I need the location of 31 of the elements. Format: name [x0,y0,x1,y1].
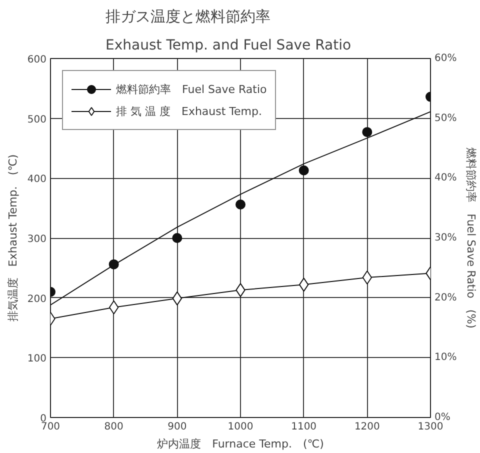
y-tick-label: 300 [27,234,47,245]
legend-label: 排 気 温 度 Exhaust Temp. [116,104,262,118]
x-tick-label: 700 [40,422,60,432]
point [236,200,246,210]
point [298,165,309,176]
y2-tick-label: 30% [434,232,457,244]
chart-subtitle: Exhaust Temp. and Fuel Save Ratio [106,38,352,54]
y2-tick-label: 40% [434,172,457,184]
y2-tick-label: 20% [434,292,457,304]
x-tick-label: 900 [168,422,187,432]
x-tick-label: 1300 [418,422,444,432]
y2-axis-title: 燃料節約率 Fuel Save Ratio (%) [464,148,478,328]
x-tick-label: 1200 [354,422,380,432]
legend-label: 燃料節約率 Fuel Save Ratio [116,82,267,96]
y2-tick-label: 50% [434,112,457,124]
y-tick-label: 600 [27,54,47,66]
point [362,127,372,138]
y-tick-label: 200 [27,294,47,305]
x-axis-title: 炉内温度 Furnace Temp. (℃) [157,438,324,450]
x-tick-label: 1000 [228,422,254,432]
chart-title: 排ガス温度と燃料節約率 [106,8,270,26]
x-tick-label: 800 [104,422,124,432]
x-tick-label: 1100 [291,422,317,432]
y2-tick-label: 0% [434,412,450,423]
y2-tick-label: 60% [434,53,457,64]
y-axis-title: 排気温度 Exhaust Temp. (℃) [6,154,20,322]
y-tick-label: 100 [27,354,47,365]
point [172,233,182,243]
y-tick-label: 400 [27,174,47,186]
y2-tick-label: 10% [434,352,457,364]
y-tick-label: 500 [27,114,47,126]
